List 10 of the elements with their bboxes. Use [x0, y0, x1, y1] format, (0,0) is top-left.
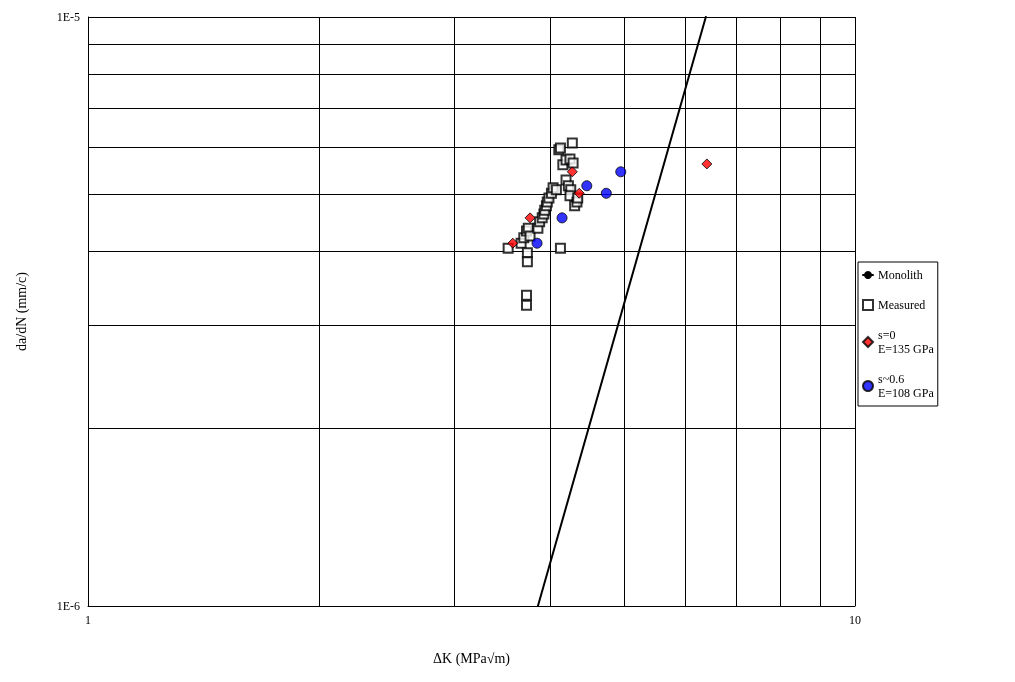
x-tick-label: 10	[849, 613, 861, 627]
y-tick-label: 1E-5	[56, 10, 80, 24]
y-axis-title: da/dN (mm/c)	[13, 271, 30, 351]
legend-label: s=0 E=135 GPa	[878, 328, 935, 356]
legend-label: Monolith	[878, 268, 923, 282]
legend-label: s~0.6 E=108 GPa	[878, 372, 935, 400]
y-tick-label: 1E-6	[56, 599, 80, 613]
x-tick-label: 1	[85, 613, 91, 627]
legend-label: Measured	[878, 298, 926, 312]
x-axis-title: ΔK (MPa√m)	[433, 650, 511, 667]
